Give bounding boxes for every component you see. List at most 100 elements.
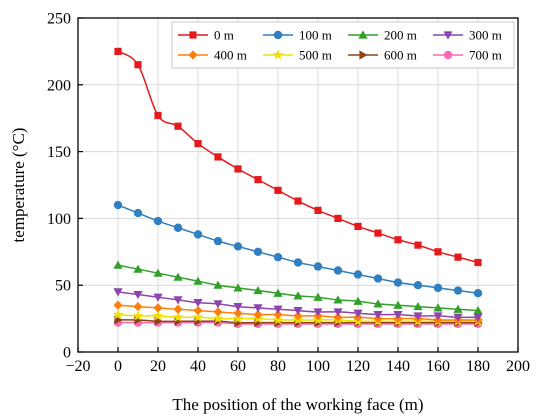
series-line [117, 264, 479, 312]
y-tick-label: 50 [55, 278, 71, 295]
legend-item: 100 m [263, 28, 332, 43]
data-point [354, 222, 362, 231]
data-point [193, 305, 203, 316]
y-tick-label: 150 [47, 144, 71, 161]
data-point [132, 310, 144, 321]
data-point [253, 285, 263, 295]
data-point [353, 309, 363, 318]
data-point [453, 286, 463, 295]
legend-item: 300 m [433, 28, 502, 43]
data-point [232, 313, 244, 324]
y-tick-label: 200 [47, 77, 71, 94]
data-point [393, 300, 403, 309]
legend-marker [189, 31, 197, 39]
series-200-m [113, 260, 483, 315]
data-point [234, 165, 242, 173]
data-point [133, 290, 143, 300]
data-point [393, 310, 403, 320]
data-point [173, 272, 183, 281]
data-point [333, 312, 343, 322]
x-tick-label: 20 [150, 358, 166, 375]
data-point [174, 122, 182, 130]
data-point [413, 312, 423, 321]
legend-label: 0 m [214, 28, 234, 43]
x-tick-label: 200 [506, 358, 530, 375]
legend-item: 400 m [178, 48, 247, 63]
legend-marker [272, 49, 284, 60]
data-point [214, 153, 222, 161]
legend-marker [188, 50, 198, 60]
plot-frame [77, 17, 519, 353]
data-point [373, 274, 383, 283]
data-point [153, 293, 163, 302]
data-point [213, 307, 223, 317]
x-tick-label: 0 [114, 358, 122, 375]
legend-label: 100 m [299, 28, 332, 43]
data-point [293, 258, 303, 267]
data-point [394, 236, 402, 244]
series-0-m [114, 47, 482, 267]
data-point [333, 308, 343, 317]
legend-label: 500 m [299, 48, 332, 63]
data-point [113, 260, 123, 269]
legend-item: 0 m [178, 28, 234, 43]
legend-marker [359, 50, 368, 60]
data-point [253, 247, 263, 256]
data-point [414, 241, 422, 249]
x-tick-label: −20 [65, 358, 90, 375]
data-point [474, 258, 482, 267]
x-tick-label: 80 [270, 358, 286, 375]
data-point [273, 305, 283, 314]
data-point [192, 311, 204, 322]
data-point [373, 299, 383, 308]
legend-label: 700 m [469, 48, 502, 63]
data-point [233, 308, 243, 318]
data-point [153, 268, 163, 277]
legend-marker [443, 50, 453, 60]
data-point [453, 313, 463, 322]
data-point [112, 308, 124, 320]
data-point [433, 312, 443, 321]
x-tick-label: 160 [426, 358, 450, 375]
data-point [273, 309, 283, 320]
legend-marker [273, 30, 283, 40]
data-point [473, 289, 483, 298]
data-point [233, 283, 243, 292]
data-point [272, 314, 284, 325]
data-point [114, 47, 122, 55]
x-tick-label: 100 [306, 358, 330, 375]
data-point [433, 303, 443, 312]
y-tick-label: 100 [47, 211, 71, 228]
data-point [293, 311, 303, 321]
legend: 0 m 100 m 200 m 300 m 400 m 500 m 600 m 700 m [171, 21, 515, 69]
data-point [413, 301, 423, 311]
data-point [133, 301, 143, 312]
data-point [314, 206, 322, 214]
data-point [173, 296, 183, 305]
x-tick-label: 40 [190, 358, 206, 375]
x-tick-label: 140 [386, 358, 410, 375]
data-point [254, 176, 262, 184]
legend-label: 200 m [384, 28, 417, 43]
data-point [213, 280, 223, 289]
data-point [193, 230, 203, 239]
data-point [253, 309, 263, 320]
data-point [433, 283, 443, 293]
data-point [473, 305, 483, 315]
data-point [334, 214, 342, 222]
legend-item: 700 m [433, 48, 502, 63]
data-point [333, 266, 343, 275]
data-point [313, 308, 323, 317]
data-point [194, 139, 202, 148]
data-point [353, 296, 363, 305]
data-point [313, 262, 323, 271]
data-point [454, 253, 462, 261]
data-point [273, 252, 283, 262]
data-point [173, 304, 183, 314]
data-point [333, 295, 343, 304]
data-point [434, 248, 442, 256]
series-group [112, 47, 484, 329]
data-point [113, 300, 123, 310]
data-point [113, 200, 123, 210]
